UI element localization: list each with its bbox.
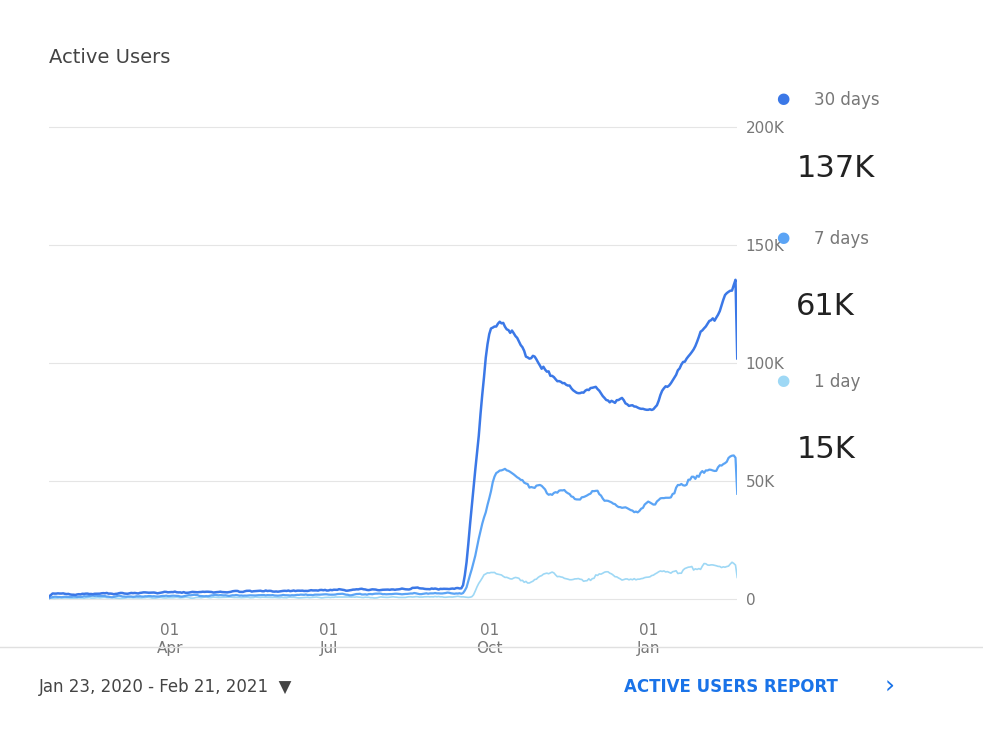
Text: 30 days: 30 days: [814, 91, 880, 110]
Text: 15K: 15K: [796, 435, 855, 464]
Text: 7 days: 7 days: [814, 230, 869, 249]
Text: ›: ›: [885, 675, 895, 699]
Text: ●: ●: [777, 230, 789, 246]
Text: Active Users: Active Users: [49, 48, 170, 67]
Text: 137K: 137K: [796, 154, 875, 183]
Text: Jan 23, 2020 - Feb 21, 2021  ▼: Jan 23, 2020 - Feb 21, 2021 ▼: [39, 678, 293, 696]
Text: 1 day: 1 day: [814, 373, 860, 391]
Text: ●: ●: [777, 91, 789, 107]
Text: 61K: 61K: [796, 292, 855, 322]
Text: ACTIVE USERS REPORT: ACTIVE USERS REPORT: [624, 678, 838, 696]
Text: ●: ●: [777, 373, 789, 388]
